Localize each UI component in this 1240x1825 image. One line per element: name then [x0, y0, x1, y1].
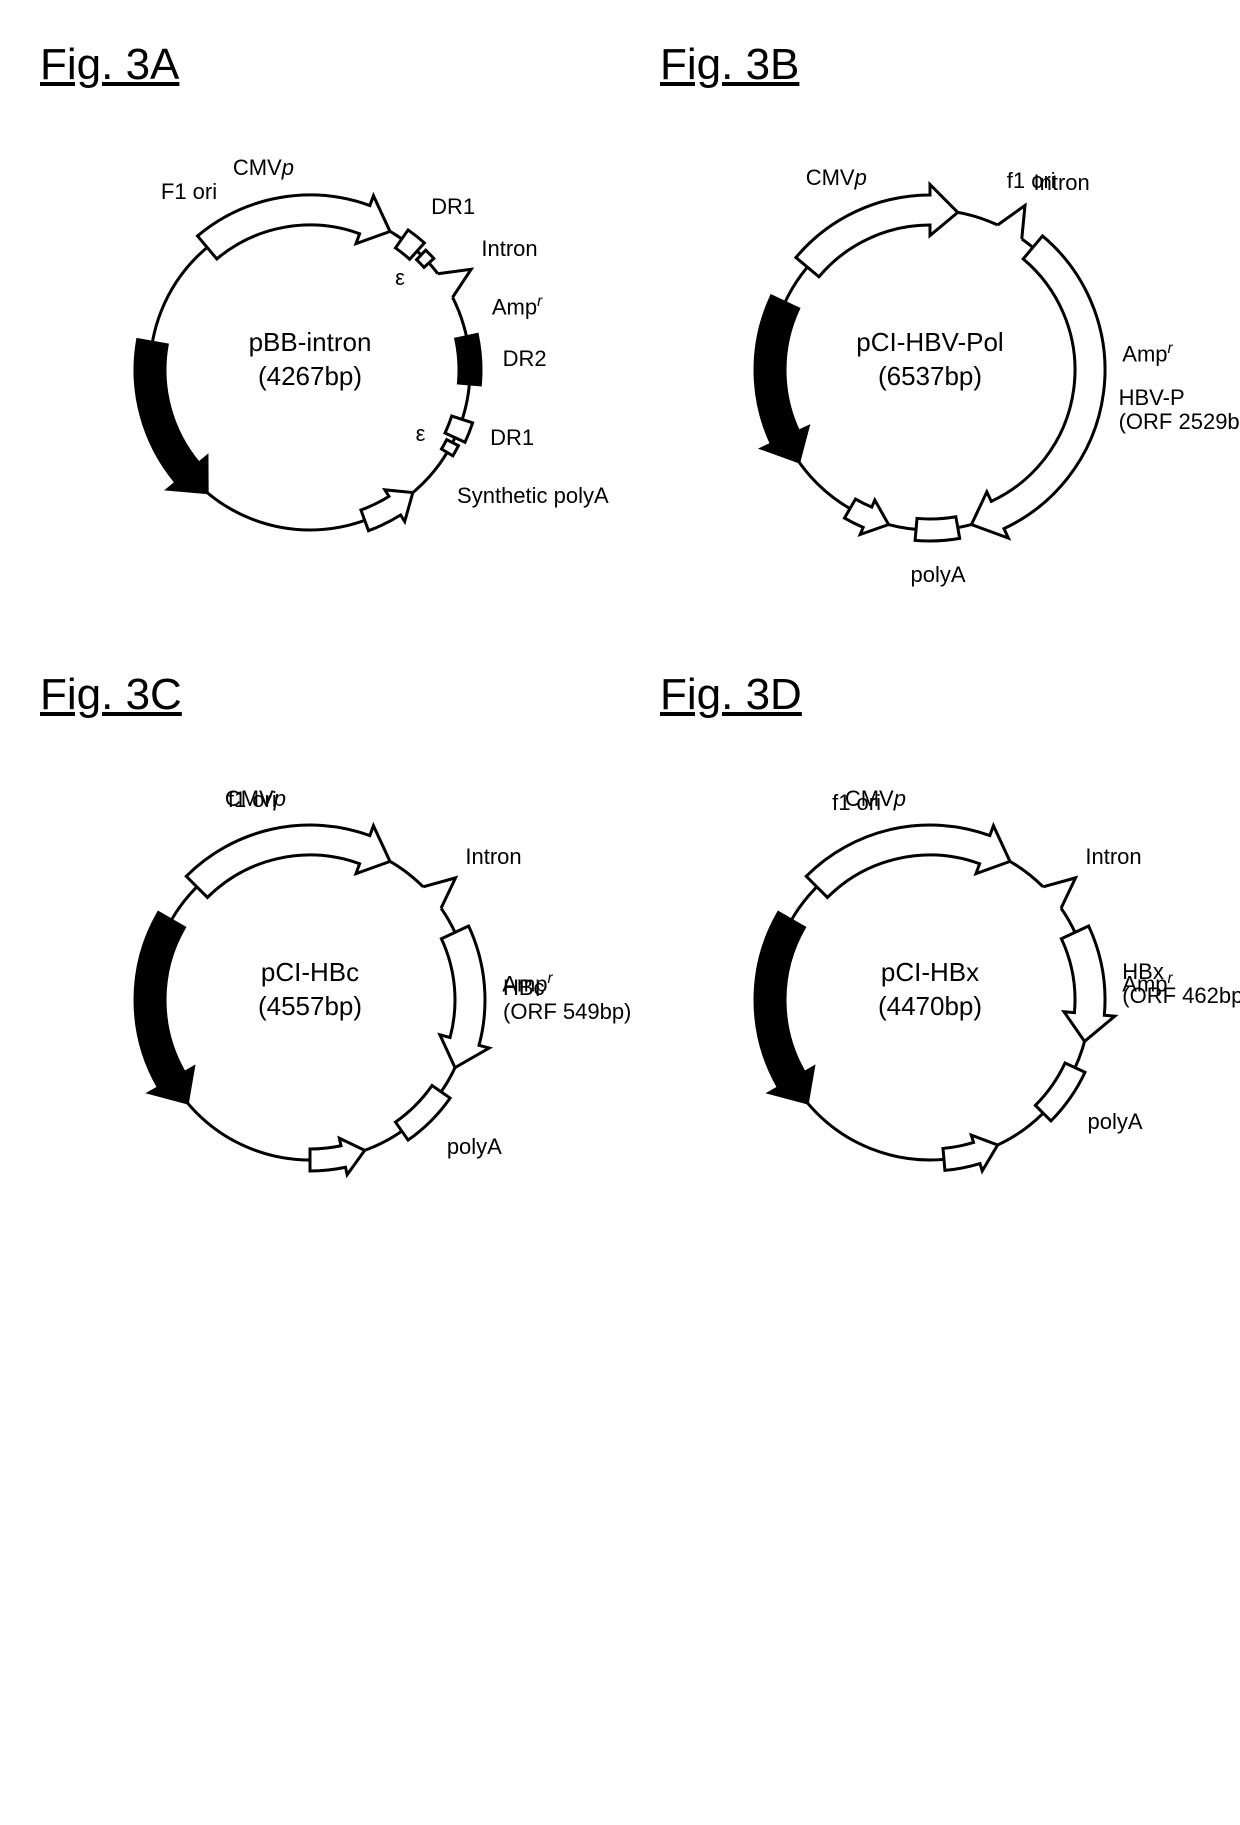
feature-F1-ori — [361, 490, 413, 531]
label-Amp-: Ampr — [1122, 341, 1172, 367]
plasmid-size-3D: (4470bp) — [878, 991, 982, 1021]
feature-CMVp — [198, 195, 390, 259]
plasmid-center-3A: pBB-intron (4267bp) — [249, 326, 372, 394]
feature-DR1 — [445, 416, 473, 442]
label-Intron: Intron — [1085, 844, 1141, 868]
label-HBV-P: HBV-P(ORF 2529bp) — [1119, 386, 1240, 434]
label-Intron: Intron — [481, 236, 537, 260]
plasmid-size-3C: (4557bp) — [258, 991, 362, 1021]
panel-3D: Fig. 3D pCI-HBx (4470bp) CMVpIntronHBx(O… — [660, 670, 1200, 1240]
feature-Amp- — [135, 913, 194, 1103]
label-F1-ori: F1 ori — [161, 180, 217, 204]
plasmid-size-3B: (6537bp) — [878, 361, 982, 391]
feature-Amp- — [755, 296, 808, 462]
figure-grid: Fig. 3A pBB-intron (4267bp) CMVp DR1 ε Intr… — [40, 40, 1200, 1240]
panel-3A: Fig. 3A pBB-intron (4267bp) CMVp DR1 ε Intr… — [40, 40, 580, 610]
plasmid-size-3A: (4267bp) — [258, 361, 362, 391]
feature-Amp- — [135, 340, 207, 493]
feature-f1-ori — [845, 499, 889, 534]
fig-label-3C: Fig. 3C — [40, 670, 580, 720]
label-f1-ori: f1 ori — [1007, 169, 1056, 193]
label-CMVp: CMVp — [233, 156, 294, 180]
feature-HBx — [1061, 926, 1114, 1041]
label-DR1: DR1 — [490, 426, 534, 450]
feature-- — [441, 440, 458, 456]
feature-CMVp — [806, 825, 1010, 897]
plasmid-3B: pCI-HBV-Pol (6537bp) CMVpIntronHBV-P(ORF… — [680, 110, 1180, 610]
label-Synthetic-polyA: Synthetic polyA — [457, 484, 609, 508]
label-Amp-: Ampr — [492, 294, 542, 320]
plasmid-3A: pBB-intron (4267bp) CMVp DR1 ε Intron DR2 DR1… — [60, 110, 560, 610]
feature-f1-ori — [310, 1138, 365, 1175]
label-DR2: DR2 — [503, 347, 547, 371]
panel-3B: Fig. 3B pCI-HBV-Pol (6537bp) CMVpIntronH… — [660, 40, 1200, 610]
plasmid-3D: pCI-HBx (4470bp) CMVpIntronHBx(ORF 462bp… — [680, 740, 1180, 1240]
panel-3C: Fig. 3C pCI-HBc (4557bp) CMVpIntronHBc(O… — [40, 670, 580, 1240]
feature-DR2 — [456, 334, 481, 384]
plasmid-name-3A: pBB-intron — [249, 327, 372, 357]
label-DR1: DR1 — [431, 195, 475, 219]
label-Intron: Intron — [465, 844, 521, 868]
label-f1-ori: f1 ori — [832, 791, 881, 815]
fig-label-3D: Fig. 3D — [660, 670, 1200, 720]
fig-label-3B: Fig. 3B — [660, 40, 1200, 90]
label-polyA: polyA — [447, 1135, 502, 1159]
plasmid-name-3D: pCI-HBx — [881, 957, 979, 987]
plasmid-center-3B: pCI-HBV-Pol (6537bp) — [856, 326, 1003, 394]
feature-polyA — [915, 517, 960, 541]
fig-label-3A: Fig. 3A — [40, 40, 580, 90]
label--: ε — [395, 266, 405, 290]
label-polyA: polyA — [1088, 1110, 1143, 1134]
feature-f1-ori — [943, 1135, 998, 1171]
plasmid-center-3C: pCI-HBc (4557bp) — [258, 956, 362, 1024]
feature-CMVp — [796, 185, 958, 277]
plasmid-3C: pCI-HBc (4557bp) CMVpIntronHBc(ORF 549bp… — [60, 740, 560, 1240]
plasmid-center-3D: pCI-HBx (4470bp) — [878, 956, 982, 1024]
plasmid-name-3C: pCI-HBc — [261, 957, 359, 987]
feature-polyA — [1035, 1063, 1085, 1121]
label-Amp-: Ampr — [1122, 971, 1172, 997]
label--: ε — [416, 422, 426, 446]
feature-Amp- — [755, 913, 814, 1103]
label-Amp-: Ampr — [502, 971, 552, 997]
label-polyA: polyA — [911, 563, 966, 587]
plasmid-name-3B: pCI-HBV-Pol — [856, 327, 1003, 357]
label-CMVp: CMVp — [806, 166, 867, 190]
feature-HBc — [440, 926, 489, 1068]
feature-polyA — [395, 1085, 450, 1140]
label-f1-ori: f1 ori — [228, 788, 277, 812]
feature-CMVp — [186, 825, 390, 897]
